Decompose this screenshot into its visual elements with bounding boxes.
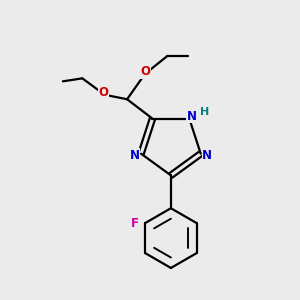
Text: F: F (130, 217, 139, 230)
Text: N: N (202, 149, 212, 162)
Text: N: N (187, 110, 197, 123)
Text: O: O (141, 65, 151, 78)
Text: O: O (98, 86, 108, 99)
Text: N: N (130, 149, 140, 162)
Text: H: H (200, 107, 209, 117)
